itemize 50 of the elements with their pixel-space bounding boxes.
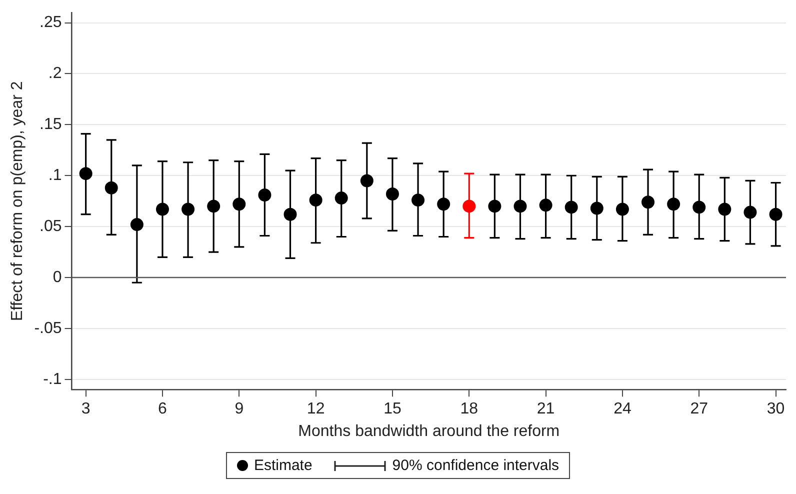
point	[412, 194, 425, 207]
point	[386, 187, 399, 200]
x-tick-label: 12	[306, 400, 325, 418]
point	[564, 200, 578, 214]
y-tick-label: 0	[52, 268, 62, 286]
x-tick-label: 30	[766, 400, 785, 418]
x-tick-label: 24	[614, 400, 632, 418]
point	[744, 206, 757, 219]
y-tick-label: .05	[40, 218, 62, 235]
y-tick-label: -.1	[43, 370, 62, 388]
x-axis-title: Months bandwidth around the reform	[298, 422, 560, 440]
point	[437, 198, 450, 211]
text: 90% confidence intervals	[392, 457, 560, 474]
x-tick-label: 9	[234, 400, 244, 418]
y-tick-label: .15	[40, 116, 62, 134]
point	[284, 208, 297, 221]
point	[156, 202, 169, 216]
point	[360, 174, 374, 188]
point	[692, 200, 706, 214]
x-tick-label: 15	[384, 400, 402, 418]
x-tick-label: 18	[460, 400, 478, 418]
y-tick-label: .2	[48, 65, 62, 82]
y-tick-label: .25	[40, 14, 62, 32]
x-tick-label: 6	[158, 400, 168, 418]
point	[207, 200, 220, 213]
point	[514, 200, 527, 213]
point	[616, 202, 629, 216]
point	[769, 208, 782, 221]
point	[718, 202, 732, 216]
point	[488, 200, 502, 213]
legend-label: Estimate	[254, 457, 312, 474]
x-tick-label: 3	[81, 400, 90, 418]
point	[182, 202, 195, 216]
point	[334, 192, 348, 205]
y-tick-label: -.05	[34, 320, 62, 337]
x-tick-label: 21	[536, 400, 555, 418]
point	[462, 200, 476, 213]
point	[232, 198, 246, 211]
point	[539, 198, 552, 212]
point	[642, 196, 655, 209]
y-tick-label: .1	[48, 167, 62, 184]
point	[104, 181, 118, 194]
y-axis-title: Effect of reform on p(emp), year 2	[9, 81, 26, 322]
point	[79, 167, 92, 180]
point	[667, 198, 680, 211]
point	[258, 188, 272, 202]
point	[130, 218, 144, 232]
point	[309, 194, 322, 207]
x-tick-label: 27	[690, 400, 708, 418]
point	[590, 202, 604, 215]
